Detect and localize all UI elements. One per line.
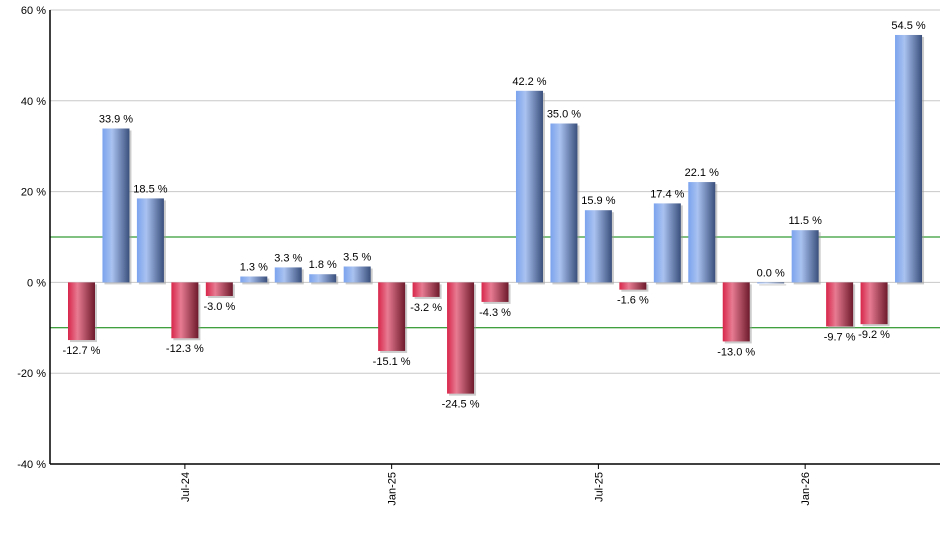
data-label: -9.7 % xyxy=(824,331,856,343)
y-tick-label: 60 % xyxy=(21,5,46,17)
bar xyxy=(481,282,509,302)
bar xyxy=(688,182,716,283)
y-tick-label: -40 % xyxy=(17,459,46,471)
x-tick-label: Jan-25 xyxy=(387,472,399,506)
data-label: -15.1 % xyxy=(373,356,411,368)
y-tick-label: 0 % xyxy=(27,277,46,289)
y-tick-label: 40 % xyxy=(21,96,46,108)
bar xyxy=(136,198,164,283)
x-tick-label: Jul-25 xyxy=(593,472,605,502)
bar xyxy=(68,282,95,341)
bar xyxy=(791,230,819,283)
data-label: 35.0 % xyxy=(547,109,581,121)
bar xyxy=(412,282,440,297)
data-label: -1.6 % xyxy=(617,295,649,307)
data-label: -9.2 % xyxy=(858,329,890,341)
data-label: 42.2 % xyxy=(512,76,546,88)
data-label: 3.5 % xyxy=(343,252,371,264)
data-label: 17.4 % xyxy=(650,188,684,200)
x-tick-label: Jul-24 xyxy=(180,472,192,502)
data-label: -12.7 % xyxy=(63,345,101,357)
data-label: 11.5 % xyxy=(788,215,822,227)
data-label: -3.0 % xyxy=(203,301,235,313)
data-label: 3.3 % xyxy=(274,252,302,264)
data-label: -24.5 % xyxy=(442,399,480,411)
bar xyxy=(274,267,302,283)
data-label: 18.5 % xyxy=(133,183,167,195)
bar-shadow xyxy=(759,284,787,286)
bar xyxy=(722,282,750,342)
data-label: 1.3 % xyxy=(240,261,268,273)
bar xyxy=(584,210,612,283)
y-tick-label: 20 % xyxy=(21,187,46,199)
data-label: -4.3 % xyxy=(479,307,511,319)
bar xyxy=(205,282,233,297)
bar xyxy=(515,90,543,283)
data-label: -12.3 % xyxy=(166,343,204,355)
bar xyxy=(171,282,199,339)
bar xyxy=(550,123,578,283)
bar xyxy=(447,282,475,394)
bar xyxy=(757,282,785,284)
axes: 60 % 40 % 20 % 0 % -20 % -40 % Jul-24 Jan-25 Jul… xyxy=(17,5,940,506)
data-label: 15.9 % xyxy=(581,195,615,207)
bar xyxy=(653,203,681,283)
bar xyxy=(378,282,406,351)
bar xyxy=(860,282,888,325)
bars: -12.7 % 33.9 % 18.5 % -12.3 % -3.0 % 1.3 % 3.3… xyxy=(63,20,926,411)
bar xyxy=(895,34,923,283)
bar xyxy=(826,282,854,327)
data-label: 1.8 % xyxy=(309,259,337,271)
y-tick-label: -20 % xyxy=(17,368,46,380)
data-label: 33.9 % xyxy=(99,113,133,125)
bar xyxy=(102,128,130,283)
bar xyxy=(309,274,337,283)
data-label: 0.0 % xyxy=(757,267,785,279)
bar xyxy=(240,276,268,283)
data-label: -13.0 % xyxy=(717,346,755,358)
data-label: 54.5 % xyxy=(891,20,925,32)
bar xyxy=(343,266,371,283)
bar xyxy=(619,282,647,290)
data-label: -3.2 % xyxy=(410,302,442,314)
data-label: 22.1 % xyxy=(685,167,719,179)
x-tick-label: Jan-26 xyxy=(800,472,812,506)
